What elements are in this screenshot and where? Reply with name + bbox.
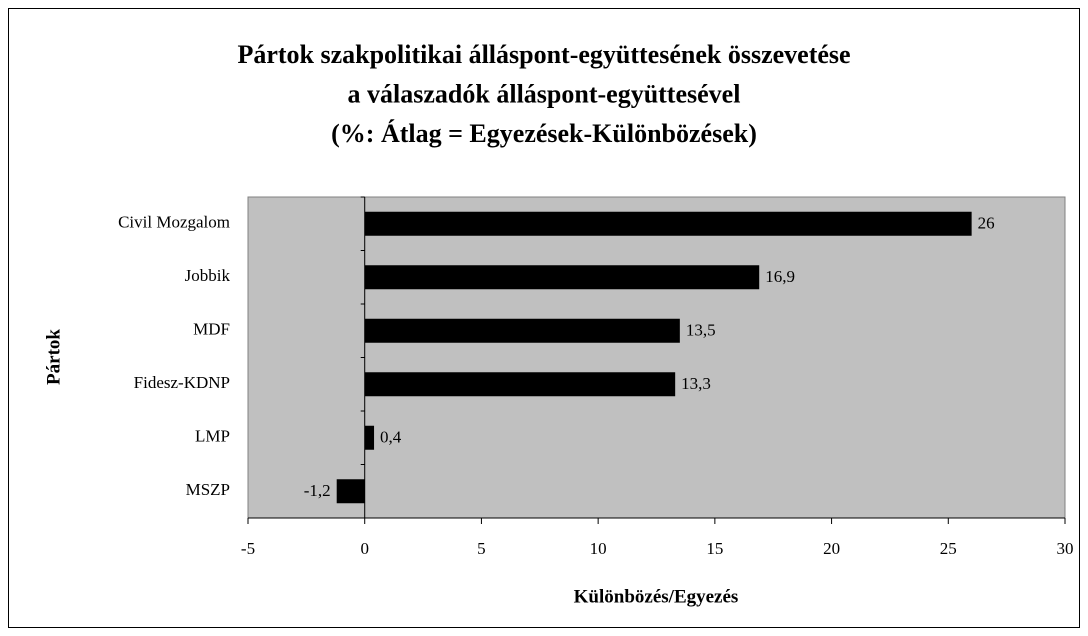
x-tick-label: 10 bbox=[590, 539, 607, 558]
x-tick-label: -5 bbox=[241, 539, 255, 558]
bar bbox=[336, 479, 365, 504]
x-axis-label: Különbözés/Egyezés bbox=[574, 586, 739, 607]
value-label: 13,3 bbox=[681, 374, 711, 393]
value-label: 26 bbox=[978, 214, 995, 233]
value-label: -1,2 bbox=[304, 481, 331, 500]
y-tick-label: MSZP bbox=[186, 480, 230, 499]
bar bbox=[364, 425, 375, 450]
plot-area bbox=[247, 196, 1066, 519]
bar bbox=[364, 265, 760, 290]
x-tick-label: 30 bbox=[1057, 539, 1074, 558]
y-tick-label: LMP bbox=[195, 427, 230, 446]
x-tick-label: 20 bbox=[823, 539, 840, 558]
value-label: 16,9 bbox=[765, 267, 795, 286]
y-tick-label: MDF bbox=[193, 320, 230, 339]
bar bbox=[364, 211, 972, 236]
chart-title: a válaszadók álláspont-együttesével bbox=[348, 79, 741, 108]
y-tick-label: Civil Mozgalom bbox=[118, 213, 230, 232]
value-label: 13,5 bbox=[686, 321, 716, 340]
x-tick-label: 25 bbox=[940, 539, 957, 558]
y-tick-label: Jobbik bbox=[185, 266, 231, 285]
y-axis-label: Pártok bbox=[43, 329, 64, 385]
bar bbox=[364, 372, 676, 397]
x-tick-label: 15 bbox=[706, 539, 723, 558]
x-tick-label: 5 bbox=[477, 539, 486, 558]
value-label: 0,4 bbox=[380, 428, 402, 447]
y-tick-label: Fidesz-KDNP bbox=[134, 373, 230, 392]
chart-title: (%: Átlag = Egyezések-Különbözések) bbox=[331, 119, 757, 148]
chart-title: Pártok szakpolitikai álláspont-együttesé… bbox=[237, 40, 850, 69]
bar bbox=[364, 318, 680, 343]
x-tick-label: 0 bbox=[360, 539, 369, 558]
